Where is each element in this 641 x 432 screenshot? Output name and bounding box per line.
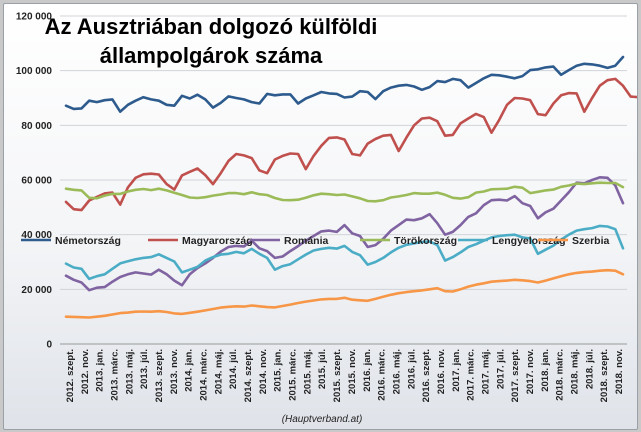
x-tick-label: 2017. szept.	[510, 349, 521, 402]
x-tick-label: 2012. nov.	[80, 349, 91, 394]
x-tick-label: 2014. júl.	[228, 349, 239, 389]
series-lines	[64, 55, 637, 319]
x-tick-label: 2013. nov.	[169, 349, 180, 394]
x-tick-label: 2017. jan.	[451, 349, 462, 392]
x-tick-label: 2018. márc.	[555, 349, 566, 401]
x-tick-label: 2017. máj.	[481, 349, 492, 394]
x-tick-label: 2013. jan.	[95, 349, 106, 392]
legend-label: Szerbia	[572, 235, 610, 247]
y-tick-label: 80 000	[21, 121, 52, 132]
x-tick-label: 2016. szept.	[421, 349, 432, 402]
series-line-nemetorszag	[64, 55, 625, 113]
x-tick-label: 2018. jan.	[540, 349, 551, 392]
x-tick-label: 2015. jan.	[273, 349, 284, 392]
y-tick-label: 100 000	[16, 66, 53, 77]
x-tick-label: 2016. máj.	[391, 349, 402, 394]
x-tick-label: 2015. máj.	[302, 349, 313, 394]
x-tick-label: 2013. szept.	[154, 349, 165, 402]
x-tick-label: 2017. júl.	[495, 349, 506, 389]
series-line-lengyelorszag	[64, 224, 625, 281]
y-tick-label: 40 000	[21, 230, 52, 241]
y-tick-label: 120 000	[16, 12, 53, 23]
series-line-szerbia	[64, 268, 625, 319]
legend-label: Románia	[284, 235, 329, 247]
legend: Németország Magyarország Románia Törökorszá…	[21, 235, 610, 247]
x-tick-label: 2015. márc.	[288, 349, 299, 401]
y-tick-label: 60 000	[21, 176, 52, 187]
x-tick-label: 2018. szept.	[599, 349, 610, 402]
x-tick-label: 2015. nov.	[347, 349, 358, 394]
chart-title: Az Ausztriában dolgozó külföldi állampol…	[45, 14, 378, 68]
gridlines	[60, 15, 627, 345]
y-tick-label: 0	[46, 340, 52, 351]
x-tick-label: 2014. szept.	[243, 349, 254, 402]
x-tick-label: 2013. márc.	[110, 349, 121, 401]
series-line-torokorszag	[64, 181, 625, 203]
legend-label: Törökország	[394, 235, 457, 247]
x-tick-label: 2013. máj.	[124, 349, 135, 394]
title-line-2: állampolgárok száma	[100, 43, 323, 68]
x-tick-label: 2017. nov.	[525, 349, 536, 394]
title-line-1: Az Ausztriában dolgozó külföldi	[45, 14, 378, 39]
series-line-romania	[64, 176, 625, 292]
legend-label: Lengyelország	[492, 235, 566, 247]
y-axis-ticks: 0 20 000 40 000 60 000 80 000 100 000 120 000	[16, 12, 53, 351]
x-tick-label: 2018. máj.	[570, 349, 581, 394]
x-tick-label: 2016. jan.	[362, 349, 373, 392]
x-tick-label: 2014. nov.	[258, 349, 269, 394]
x-tick-label: 2015. szept.	[332, 349, 343, 402]
legend-label: Németország	[55, 235, 121, 247]
series-line-magyarorszag	[64, 77, 637, 212]
chart-frame: 0 20 000 40 000 60 000 80 000 100 000 120 000 …	[3, 3, 638, 430]
legend-label: Magyarország	[182, 235, 253, 247]
x-tick-label: 2014. máj.	[213, 349, 224, 394]
x-tick-label: 2014. márc.	[199, 349, 210, 401]
source-note: (Hauptverband.at)	[282, 414, 363, 425]
x-tick-label: 2015. júl.	[317, 349, 328, 389]
y-tick-label: 20 000	[21, 285, 52, 296]
x-tick-label: 2013. júl.	[139, 349, 150, 389]
x-tick-label: 2018. júl.	[584, 349, 595, 389]
x-tick-label: 2018. nov.	[614, 349, 625, 394]
x-tick-label: 2016. júl.	[406, 349, 417, 389]
x-tick-label: 2012. szept.	[65, 349, 76, 402]
x-tick-label: 2016. márc.	[377, 349, 388, 401]
x-tick-label: 2014. jan.	[184, 349, 195, 392]
x-axis-ticks: 2012. szept. 2012. nov. 2013. jan. 2013. má…	[65, 349, 625, 402]
x-tick-label: 2016. nov.	[436, 349, 447, 394]
x-tick-label: 2017. márc.	[466, 349, 477, 401]
